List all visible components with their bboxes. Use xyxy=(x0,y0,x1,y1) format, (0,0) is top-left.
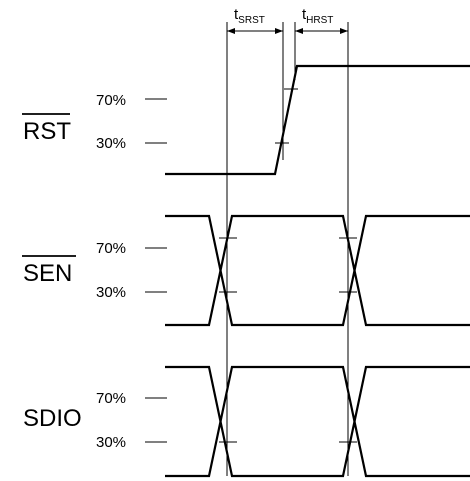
setup-time-label: tSRST xyxy=(234,6,265,26)
signal-sen-label: SEN xyxy=(23,260,72,287)
signal-sdio-level-70: 70% xyxy=(96,390,126,407)
signal-sen-level-70: 70% xyxy=(96,240,126,257)
setup-time-arrow xyxy=(227,28,283,34)
signal-rst: RST 70% 30% xyxy=(22,64,470,176)
signal-rst-level-30: 30% xyxy=(96,135,126,152)
signal-sen-waveform-b xyxy=(165,214,470,327)
setup-time-sub: SRST xyxy=(238,15,265,26)
signal-sen: SEN 70% 30% xyxy=(22,214,470,327)
setup-time-main: t xyxy=(234,6,239,23)
hold-time-arrow xyxy=(295,28,348,34)
signal-sdio-label: SDIO xyxy=(23,405,82,432)
signal-sdio-waveform-a xyxy=(165,365,470,478)
signal-rst-level-70: 70% xyxy=(96,92,126,109)
signal-sen-waveform-a xyxy=(165,214,470,327)
signal-sdio: SDIO 70% 30% xyxy=(23,365,470,478)
hold-time-main: t xyxy=(302,6,307,23)
signal-sdio-waveform-b xyxy=(165,365,470,478)
signal-sen-level-30: 30% xyxy=(96,284,126,301)
signal-rst-label: RST xyxy=(23,118,71,145)
hold-time-sub: HRST xyxy=(306,15,333,26)
signal-rst-waveform xyxy=(165,64,470,176)
signal-sdio-level-30: 30% xyxy=(96,434,126,451)
hold-time-label: tHRST xyxy=(302,6,333,26)
